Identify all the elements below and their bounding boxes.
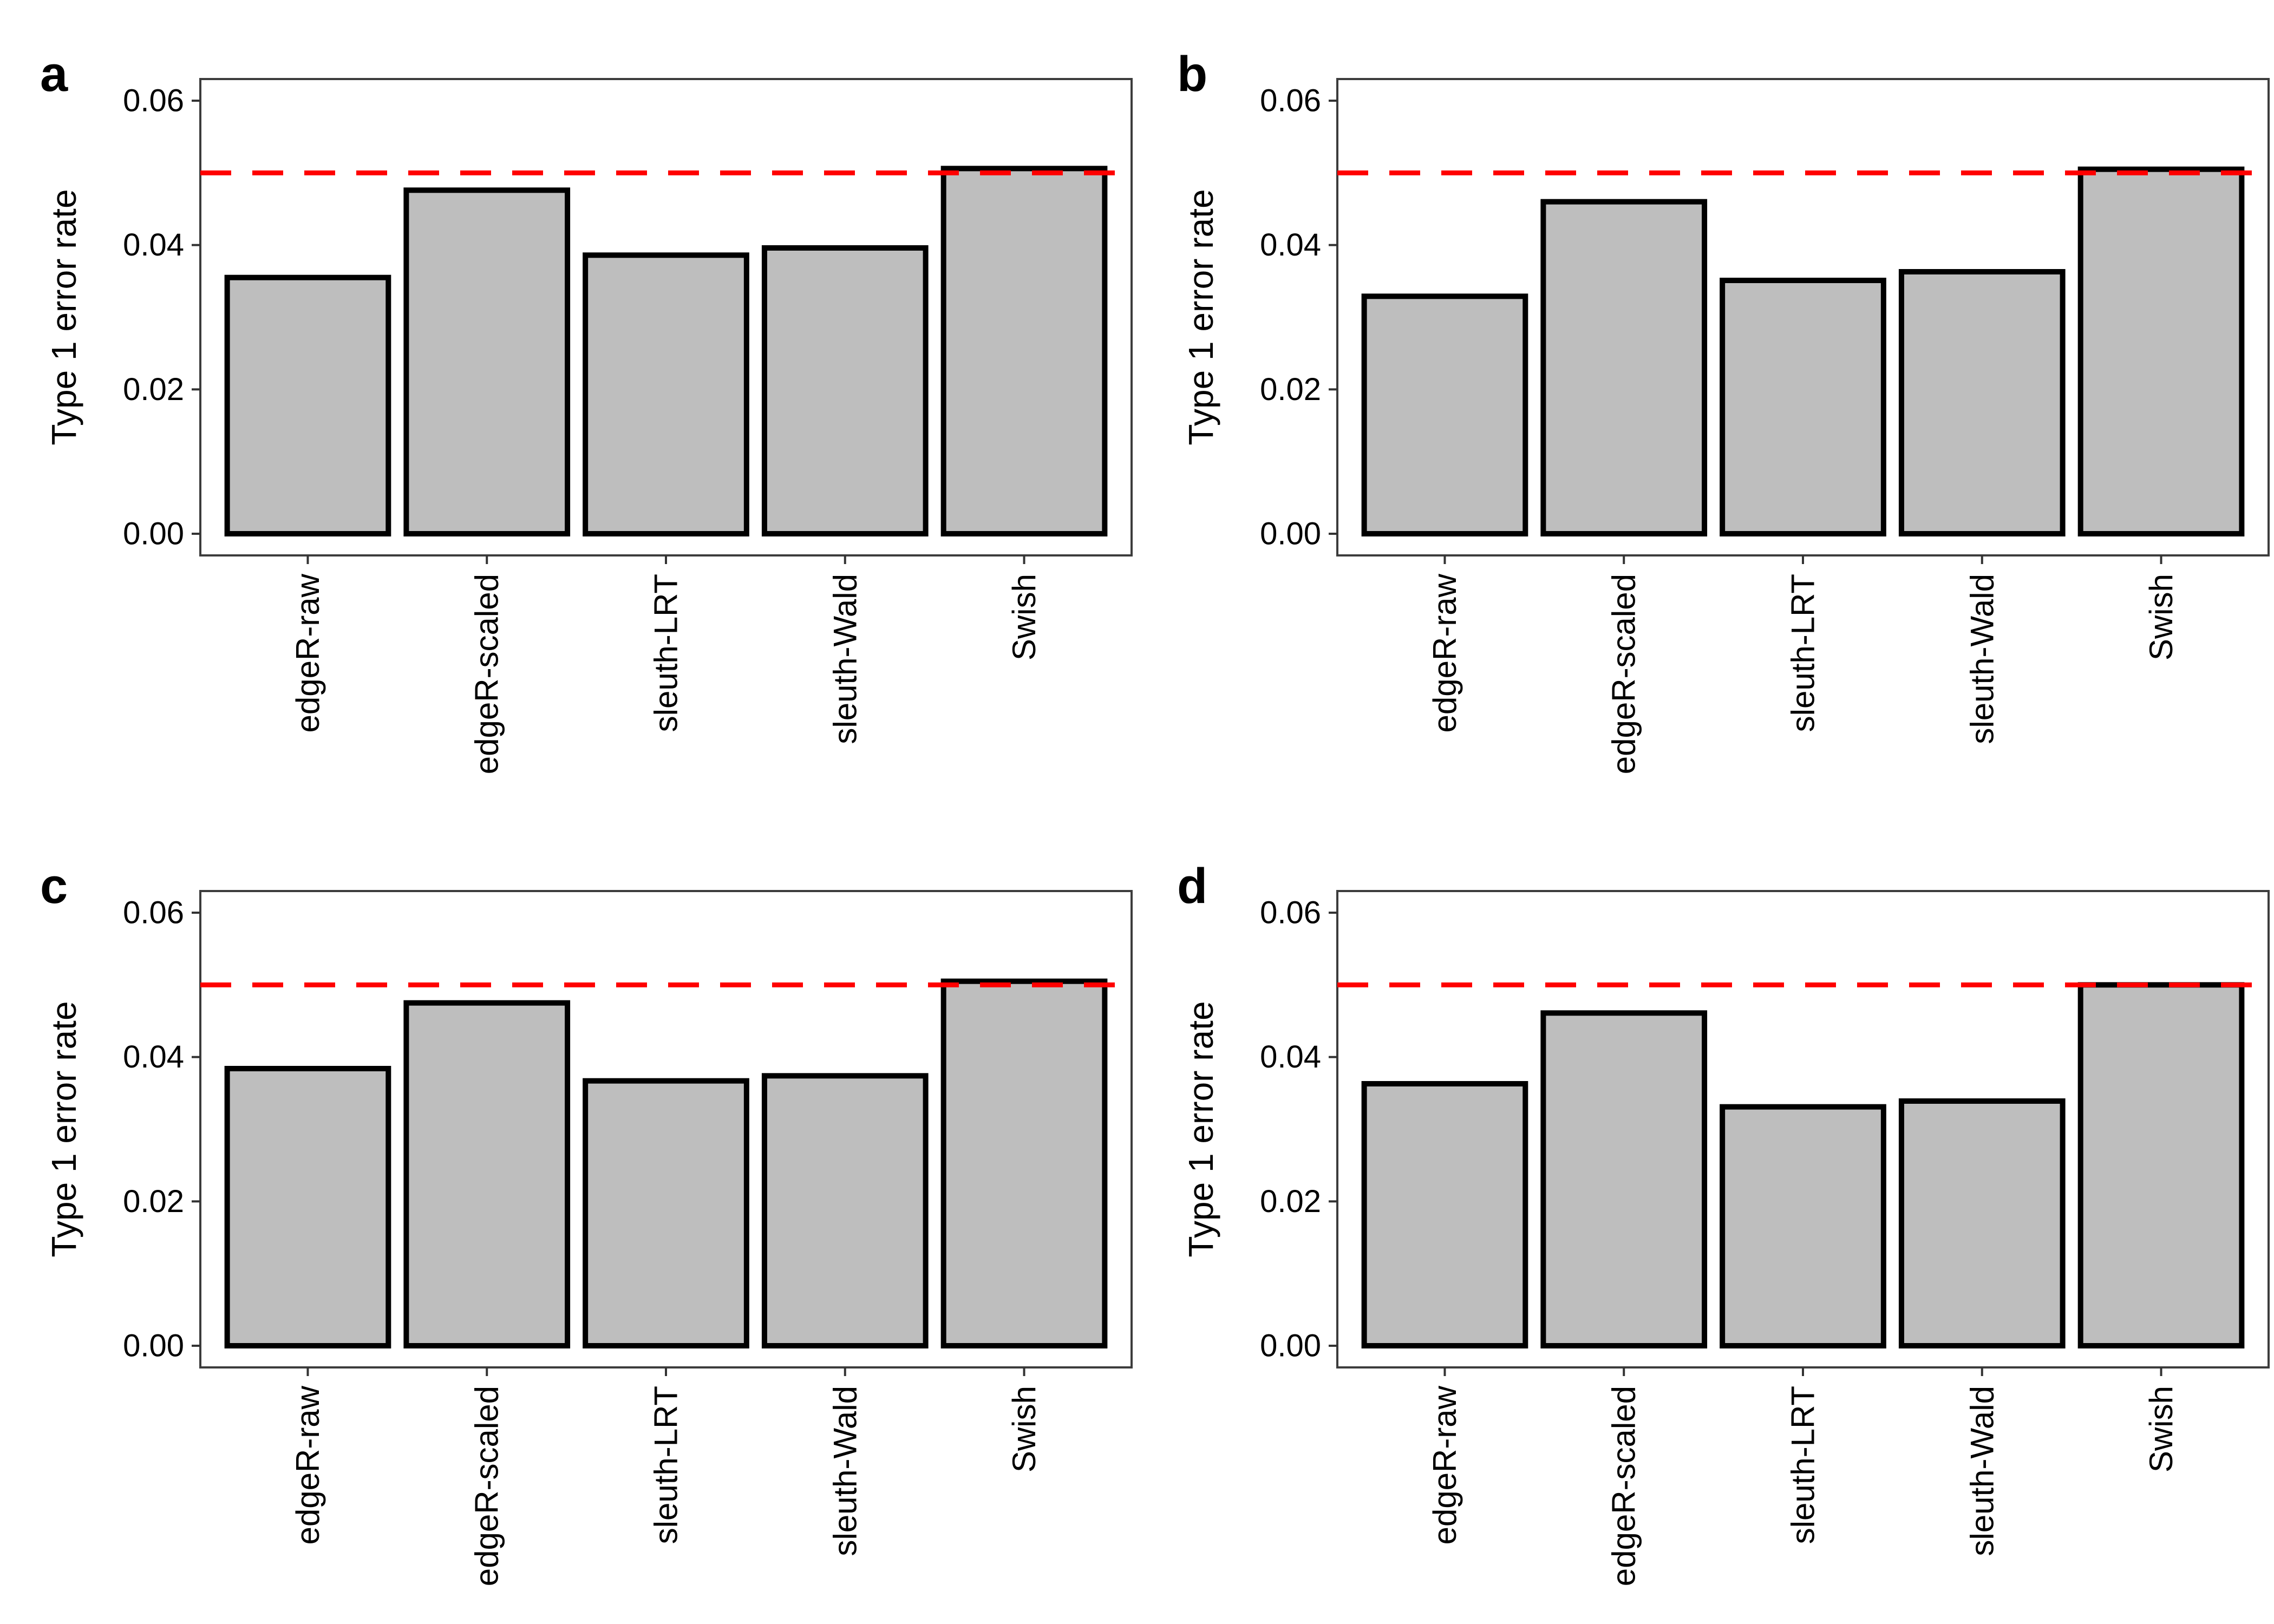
x-tick-label-sleuth-Wald: sleuth-Wald xyxy=(827,574,863,744)
y-tick-label: 0.06 xyxy=(1260,895,1321,931)
y-tick-label: 0.00 xyxy=(1260,1328,1321,1364)
panel-d: d 0.00 0.02 0.04 0.06 edgeR-raw edgeR-scaled sl… xyxy=(1137,812,2274,1624)
y-tick-label: 0.02 xyxy=(123,372,184,407)
x-tick-label-sleuth-LRT: sleuth-LRT xyxy=(1785,1386,1821,1544)
panel-letter-c: c xyxy=(40,859,68,914)
x-tick-label-edgeR-raw: edgeR-raw xyxy=(290,573,326,732)
bar-sleuth-Wald xyxy=(761,1073,929,1348)
panel-b: b 0.00 0.02 0.04 0.06 edgeR-raw edgeR-scaled sl… xyxy=(1137,0,2274,812)
x-tick-label-edgeR-scaled: edgeR-scaled xyxy=(1606,1386,1642,1586)
bar-edgeR-raw xyxy=(1361,1081,1528,1348)
y-tick-label: 0.04 xyxy=(1260,227,1321,263)
bar-sleuth-LRT xyxy=(1720,278,1886,536)
panel-letter-d: d xyxy=(1177,859,1207,914)
x-tick-label-edgeR-scaled: edgeR-scaled xyxy=(1606,574,1642,774)
x-tick-label-Swish: Swish xyxy=(2143,1386,2179,1472)
bar-sleuth-LRT xyxy=(1720,1104,1886,1348)
bar-Swish xyxy=(940,166,1108,536)
chart-panel-b: b 0.00 0.02 0.04 0.06 edgeR-raw edgeR-scaled sl… xyxy=(1177,47,2270,774)
x-tick-label-Swish: Swish xyxy=(1006,1386,1042,1472)
bar-Swish xyxy=(2077,982,2245,1348)
y-axis-title: Type 1 error rate xyxy=(44,1001,83,1257)
y-tick-label: 0.04 xyxy=(123,227,184,263)
y-tick-label: 0.06 xyxy=(1260,83,1321,119)
x-tick-label-edgeR-scaled: edgeR-scaled xyxy=(469,574,505,774)
panel-letter-b: b xyxy=(1177,47,1207,102)
panel-letter-a: a xyxy=(40,47,68,102)
y-tick-label: 0.02 xyxy=(123,1184,184,1219)
x-tick-label-sleuth-LRT: sleuth-LRT xyxy=(648,574,684,732)
x-tick-label-Swish: Swish xyxy=(2143,574,2179,660)
bar-sleuth-LRT xyxy=(583,1078,749,1348)
x-tick-label-edgeR-raw: edgeR-raw xyxy=(290,1385,326,1544)
y-axis-title: Type 1 error rate xyxy=(1181,189,1220,445)
chart-panel-d: d 0.00 0.02 0.04 0.06 edgeR-raw edgeR-scaled sl… xyxy=(1177,859,2270,1586)
bar-sleuth-Wald xyxy=(1898,1098,2066,1348)
bar-edgeR-scaled xyxy=(1540,199,1708,536)
chart-panel-c: c 0.00 0.02 0.04 0.06 edgeR-raw edgeR-scaled sl… xyxy=(40,859,1133,1586)
chart-panel-a: a 0.00 0.02 0.04 0.06 edgeR-raw edgeR-scaled sl… xyxy=(40,47,1133,774)
y-axis-title: Type 1 error rate xyxy=(1181,1001,1220,1257)
x-tick-label-sleuth-Wald: sleuth-Wald xyxy=(1964,574,2000,744)
y-tick-label: 0.00 xyxy=(123,1328,184,1364)
bar-Swish xyxy=(940,978,1108,1349)
y-tick-label: 0.06 xyxy=(123,83,184,119)
x-tick-label-sleuth-Wald: sleuth-Wald xyxy=(827,1386,863,1556)
y-tick-label: 0.06 xyxy=(123,895,184,931)
bar-sleuth-Wald xyxy=(1898,269,2066,536)
x-tick-label-edgeR-raw: edgeR-raw xyxy=(1427,1385,1463,1544)
panel-a: a 0.00 0.02 0.04 0.06 edgeR-raw edgeR-scaled sl… xyxy=(0,0,1137,812)
y-tick-label: 0.02 xyxy=(1260,1184,1321,1219)
panel-c: c 0.00 0.02 0.04 0.06 edgeR-raw edgeR-scaled sl… xyxy=(0,812,1137,1624)
bar-edgeR-scaled xyxy=(1540,1010,1708,1348)
x-tick-label-Swish: Swish xyxy=(1006,574,1042,660)
bar-edgeR-raw xyxy=(224,274,391,537)
y-tick-label: 0.00 xyxy=(123,516,184,552)
bar-edgeR-scaled xyxy=(403,1000,571,1349)
y-tick-label: 0.02 xyxy=(1260,372,1321,407)
x-tick-label-edgeR-raw: edgeR-raw xyxy=(1427,573,1463,732)
bar-sleuth-LRT xyxy=(583,252,749,537)
bar-edgeR-scaled xyxy=(403,187,571,536)
y-tick-label: 0.04 xyxy=(123,1039,184,1075)
y-tick-label: 0.00 xyxy=(1260,516,1321,552)
bar-edgeR-raw xyxy=(224,1066,391,1348)
y-tick-label: 0.04 xyxy=(1260,1039,1321,1075)
bar-sleuth-Wald xyxy=(761,245,929,536)
x-tick-label-sleuth-Wald: sleuth-Wald xyxy=(1964,1386,2000,1556)
bar-Swish xyxy=(2077,166,2245,537)
x-tick-label-sleuth-LRT: sleuth-LRT xyxy=(1785,574,1821,732)
y-axis-title: Type 1 error rate xyxy=(44,189,83,445)
bar-edgeR-raw xyxy=(1361,293,1528,536)
x-tick-label-edgeR-scaled: edgeR-scaled xyxy=(469,1386,505,1586)
x-tick-label-sleuth-LRT: sleuth-LRT xyxy=(648,1386,684,1544)
